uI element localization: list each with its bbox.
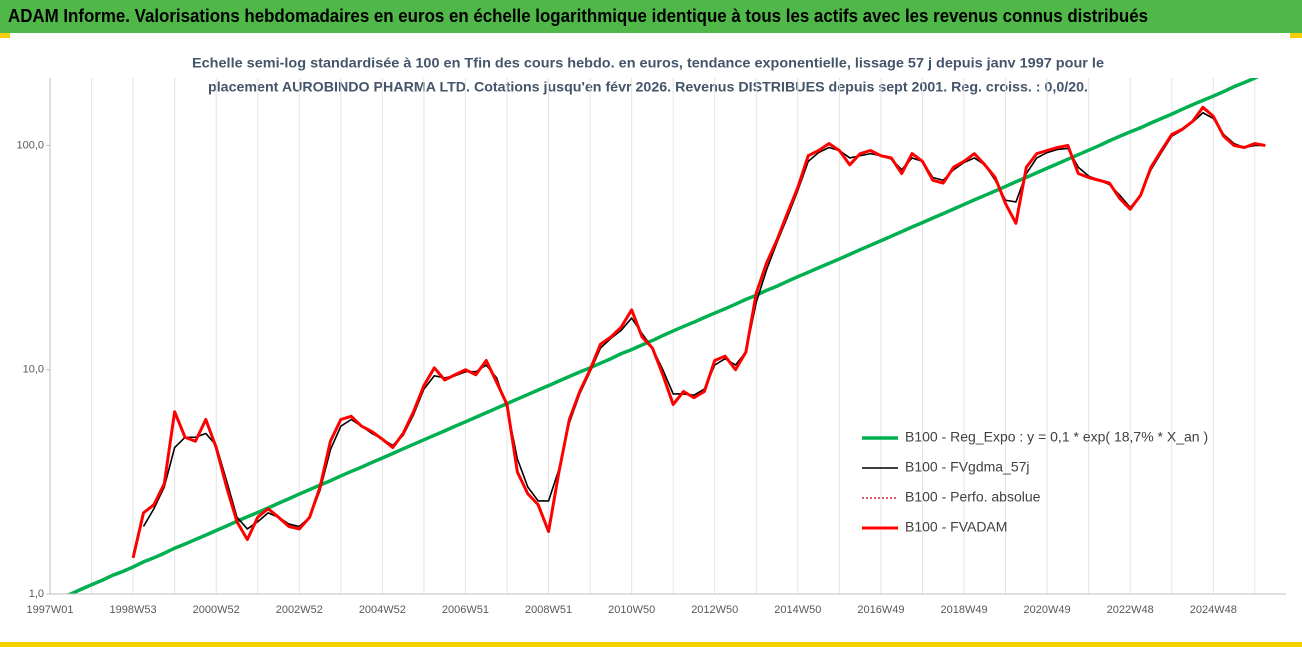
- x-tick-label: 2000W52: [193, 604, 240, 616]
- legend-label: B100 - FVADAM: [905, 519, 1007, 535]
- x-tick-label: 1997W01: [26, 604, 73, 616]
- series-line: [66, 78, 1260, 594]
- legend-label: B100 - Perfo. absolue: [905, 489, 1041, 505]
- corner-mark: [0, 33, 10, 38]
- x-tick-label: 2006W51: [442, 604, 489, 616]
- subtitle: Echelle semi-log standardisée à 100 en T…: [192, 55, 1104, 71]
- x-tick-label: 2020W49: [1024, 604, 1071, 616]
- y-tick-label: 1,0: [29, 588, 44, 600]
- subtitle: placement AUROBINDO PHARMA LTD. Cotation…: [208, 79, 1088, 95]
- bottom-border: [0, 642, 1302, 647]
- legend: B100 - Reg_Expo : y = 0,1 * exp( 18,7% *…: [862, 429, 1208, 535]
- y-tick-label: 100,0: [16, 139, 44, 151]
- y-tick-label: 10,0: [23, 364, 44, 376]
- x-tick-label: 2024W48: [1190, 604, 1237, 616]
- title-banner: [0, 0, 1302, 33]
- x-tick-label: 2004W52: [359, 604, 406, 616]
- x-tick-label: 2008W51: [525, 604, 572, 616]
- x-tick-label: 2016W49: [857, 604, 904, 616]
- x-tick-label: 2012W50: [691, 604, 738, 616]
- x-tick-label: 2022W48: [1107, 604, 1154, 616]
- grid: [49, 78, 1256, 594]
- x-tick-label: 2014W50: [774, 604, 821, 616]
- legend-label: B100 - FVgdma_57j: [905, 459, 1030, 475]
- plot-area: [66, 78, 1266, 594]
- series-line: [131, 105, 1266, 559]
- legend-label: B100 - Reg_Expo : y = 0,1 * exp( 18,7% *…: [905, 429, 1208, 445]
- chart-title: ADAM Informe. Valorisations hebdomadaire…: [8, 6, 1148, 26]
- x-tick-label: 2018W49: [940, 604, 987, 616]
- x-tick-label: 2010W50: [608, 604, 655, 616]
- x-tick-label: 2002W52: [276, 604, 323, 616]
- x-tick-label: 1998W53: [110, 604, 157, 616]
- ticks: 1,0 10,0 100,0 1997W01 1998W53 2000W52 2002W52…: [16, 139, 1236, 615]
- corner-mark: [1290, 33, 1302, 38]
